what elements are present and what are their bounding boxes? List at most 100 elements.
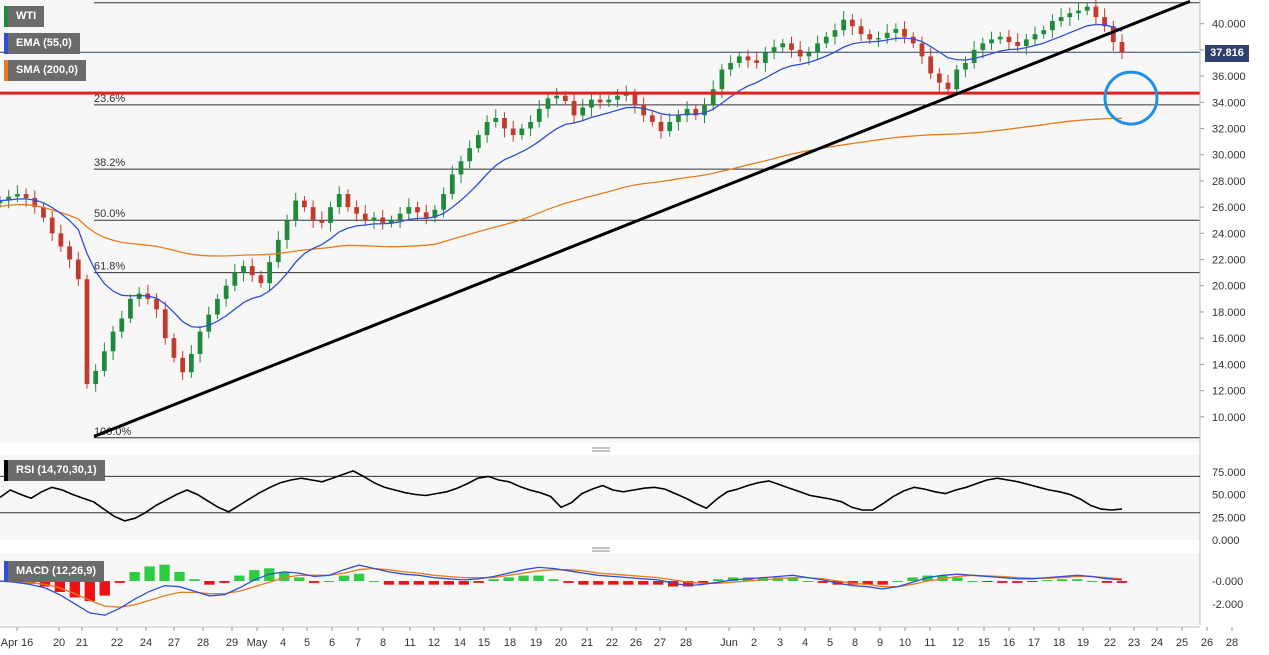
candle-body bbox=[849, 19, 855, 27]
macd-histogram-bar bbox=[787, 577, 799, 582]
candle-body bbox=[84, 279, 90, 385]
time-tick-label: 12 bbox=[428, 637, 440, 649]
candle-body bbox=[310, 207, 316, 221]
macd-histogram-bar bbox=[338, 575, 350, 582]
macd-histogram-bar bbox=[114, 581, 125, 583]
macd-histogram-bar bbox=[1042, 580, 1053, 582]
rsi-tick-label: 25.000 bbox=[1212, 512, 1246, 524]
candle-body bbox=[197, 331, 203, 354]
time-tick-label: 26 bbox=[1201, 637, 1213, 649]
candle-body bbox=[545, 98, 551, 109]
wti-legend[interactable]: WTI bbox=[4, 6, 45, 27]
highlight-circle bbox=[1103, 70, 1159, 126]
candle-body bbox=[1015, 42, 1021, 46]
time-tick-label: 17 bbox=[1028, 637, 1040, 649]
macd-histogram-bar bbox=[129, 571, 140, 582]
time-tick-label: 4 bbox=[280, 637, 286, 649]
candle-body bbox=[275, 239, 281, 263]
candle-body bbox=[1067, 13, 1073, 18]
time-tick-label: Jun bbox=[720, 637, 738, 649]
macd-histogram-bar bbox=[249, 570, 260, 582]
candle-body bbox=[23, 194, 29, 198]
rsi-panel: 75.000 50.000 25.000 0.000 bbox=[0, 467, 1246, 547]
candle-body bbox=[649, 115, 655, 122]
candle-body bbox=[815, 43, 820, 53]
macd-histogram-bar bbox=[279, 571, 290, 582]
candle-body bbox=[989, 39, 994, 44]
candle-body bbox=[267, 262, 273, 284]
macd-histogram-bar bbox=[563, 581, 574, 583]
sma-legend[interactable]: SMA (200,0) bbox=[4, 60, 86, 81]
macd-histogram-bar bbox=[219, 581, 230, 583]
price-tick-label: 22.000 bbox=[1212, 255, 1246, 267]
candle-body bbox=[389, 220, 394, 223]
candle-body bbox=[406, 207, 412, 214]
price-badge: 37.816 bbox=[1205, 45, 1249, 62]
fib-label: 100.0% bbox=[94, 426, 132, 438]
time-tick-label: 5 bbox=[304, 637, 310, 649]
macd-histogram-bar bbox=[353, 573, 365, 582]
candle-body bbox=[571, 100, 577, 116]
price-tick-label: 12.000 bbox=[1212, 386, 1246, 398]
candle-body bbox=[658, 121, 664, 132]
time-tick-label: 21 bbox=[581, 637, 593, 649]
panel-splitter-2[interactable] bbox=[592, 547, 610, 552]
macd-histogram-bar bbox=[54, 581, 66, 592]
macd-histogram-bar bbox=[638, 581, 649, 585]
candle-body bbox=[589, 99, 594, 108]
rsi-legend[interactable]: RSI (14,70,30,1) bbox=[4, 460, 105, 481]
macd-histogram-bar bbox=[548, 579, 559, 582]
candle-body bbox=[623, 94, 629, 96]
candle-body bbox=[415, 207, 420, 213]
price-tick-label: 40.000 bbox=[1212, 19, 1246, 31]
price-tick-label: 26.000 bbox=[1212, 202, 1246, 214]
macd-histogram-bar bbox=[877, 581, 888, 585]
macd-histogram-bar bbox=[323, 581, 335, 583]
candle-body bbox=[362, 213, 368, 221]
candle-body bbox=[302, 200, 307, 208]
annotations bbox=[0, 0, 1200, 438]
ema-legend[interactable]: EMA (55,0) bbox=[4, 33, 80, 54]
time-tick-label: 16 bbox=[1003, 637, 1015, 649]
candle-body bbox=[876, 38, 881, 40]
time-tick-label: 19 bbox=[1077, 637, 1089, 649]
macd-histogram-bar bbox=[294, 577, 305, 582]
time-tick-label: 9 bbox=[877, 637, 883, 649]
candle-body bbox=[293, 200, 299, 221]
candle-body bbox=[980, 43, 986, 50]
price-tick-label: 24.000 bbox=[1212, 228, 1246, 240]
time-tick-label: 11 bbox=[924, 637, 935, 649]
macd-histogram-bar bbox=[234, 575, 245, 582]
candle-body bbox=[475, 135, 481, 149]
candle-body bbox=[554, 95, 560, 99]
macd-histogram-bar bbox=[204, 581, 215, 585]
macd-histogram-bar bbox=[1027, 581, 1038, 583]
macd-histogram-bar bbox=[623, 581, 634, 585]
candle-body bbox=[1084, 6, 1090, 11]
time-tick-label: 10 bbox=[899, 637, 911, 649]
macd-histogram-bar bbox=[159, 564, 170, 582]
macd-histogram-bar bbox=[608, 581, 619, 585]
macd-histogram-bar bbox=[144, 566, 155, 582]
candle-body bbox=[867, 34, 873, 40]
candle-body bbox=[893, 28, 899, 33]
fib-label: 38.2% bbox=[94, 157, 125, 169]
price-tick-label: 32.000 bbox=[1212, 123, 1246, 135]
candle-body bbox=[606, 99, 612, 103]
macd-histogram-bar bbox=[174, 571, 185, 582]
candlesticks bbox=[0, 0, 1125, 392]
time-tick-label: 7 bbox=[355, 637, 361, 649]
candle-body bbox=[832, 30, 838, 37]
candle-body bbox=[1006, 36, 1012, 43]
macd-legend[interactable]: MACD (12,26,9) bbox=[4, 561, 105, 582]
time-tick-label: 8 bbox=[852, 637, 858, 649]
panel-splitter[interactable] bbox=[592, 447, 610, 452]
candle-body bbox=[0, 200, 3, 204]
candle-body bbox=[449, 174, 455, 195]
macd-histogram-bar bbox=[488, 579, 499, 582]
price-tick-label: 16.000 bbox=[1212, 333, 1246, 345]
fib-label: 61.8% bbox=[94, 261, 125, 273]
time-tick-label: 23 bbox=[1128, 637, 1140, 649]
time-tick-label: 18 bbox=[504, 637, 516, 649]
candle-body bbox=[997, 36, 1003, 40]
